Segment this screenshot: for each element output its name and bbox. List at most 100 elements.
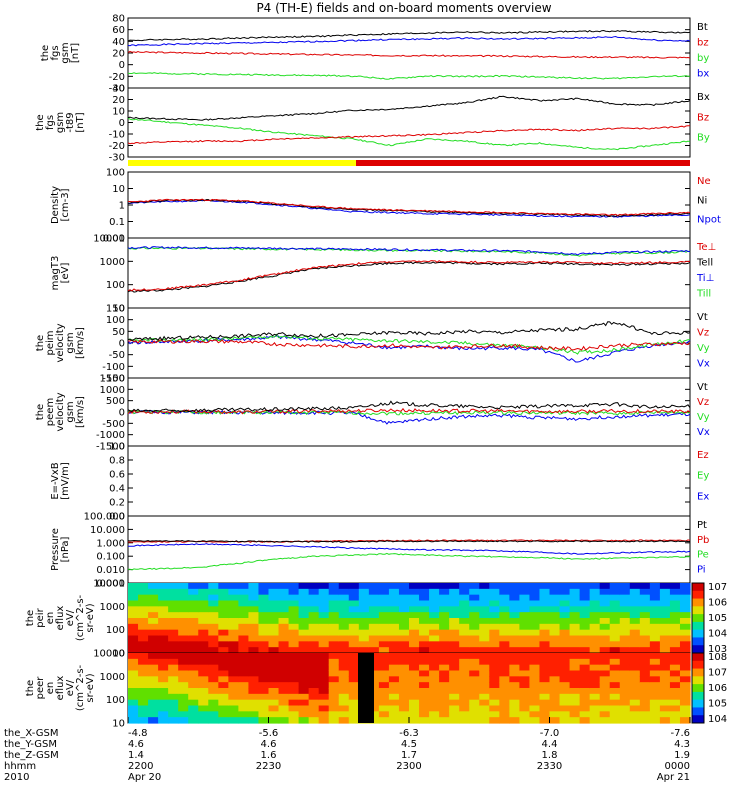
heatmap-cell	[138, 588, 149, 596]
heatmap-cell	[288, 600, 300, 607]
y-axis-label: the peem velocity gsm [km/s]	[35, 392, 86, 431]
heatmap-cell	[308, 693, 320, 701]
heatmap-cell	[168, 641, 179, 648]
series-line-bx	[127, 35, 691, 47]
heatmap-cell	[679, 717, 691, 724]
heatmap-cell	[439, 612, 450, 619]
heatmap-cell	[449, 676, 460, 683]
heatmap-cell	[138, 606, 149, 613]
heatmap-cell	[348, 588, 360, 596]
legend-Vt: Vt	[697, 312, 708, 323]
heatmap-cell	[499, 699, 510, 707]
heatmap-cell	[258, 588, 270, 596]
heatmap-cell	[168, 653, 179, 660]
heatmap-cell	[218, 618, 229, 625]
heatmap-cell	[549, 629, 561, 637]
heatmap-cell	[268, 653, 280, 660]
heatmap-cell	[569, 670, 581, 677]
heatmap-cell	[659, 583, 671, 590]
heatmap-cell	[459, 693, 470, 701]
heatmap-cell	[679, 705, 691, 712]
heatmap-cell	[609, 618, 621, 625]
heatmap-cell	[669, 653, 681, 660]
heatmap-cell	[559, 693, 571, 701]
heatmap-cell	[238, 653, 250, 660]
heatmap-cell	[238, 693, 250, 701]
y-tick-label: 1.0	[109, 442, 125, 453]
heatmap-cell	[378, 583, 390, 590]
heatmap-cell	[479, 612, 490, 619]
heatmap-cell	[348, 664, 360, 672]
heatmap-cell	[238, 600, 250, 607]
heatmap-cell	[148, 635, 159, 642]
heatmap-cell	[238, 717, 250, 724]
heatmap-cell	[138, 711, 149, 718]
colorbar-label: 106	[708, 683, 727, 694]
heatmap-cell	[539, 693, 551, 701]
heatmap-cell	[398, 588, 410, 596]
heatmap-cell	[629, 717, 641, 724]
heatmap-cell	[549, 647, 561, 654]
heatmap-cell	[238, 606, 250, 613]
heatmap-cell	[649, 653, 661, 660]
heatmap-cell	[168, 693, 179, 701]
heatmap-cell	[148, 600, 159, 607]
heatmap-cell	[429, 688, 440, 695]
legend-Ex: Ex	[697, 491, 709, 502]
heatmap-cell	[318, 664, 330, 672]
heatmap-cell	[358, 612, 370, 619]
heatmap-cell	[158, 653, 169, 660]
heatmap-cell	[228, 606, 239, 613]
heatmap-cell	[398, 711, 410, 718]
heatmap-cell	[218, 664, 229, 672]
heatmap-cell	[278, 583, 290, 590]
x-row-label: the_Z-GSM	[4, 750, 59, 761]
heatmap-cell	[529, 699, 541, 707]
heatmap-cell	[419, 635, 430, 642]
heatmap-cell	[639, 682, 651, 689]
heatmap-cell	[318, 647, 330, 654]
heatmap-cell	[519, 658, 531, 666]
heatmap-cell	[599, 670, 611, 677]
heatmap-cell	[669, 647, 681, 654]
heatmap-cell	[248, 647, 260, 654]
heatmap-cell	[348, 699, 360, 707]
colorbar-segment	[692, 590, 704, 600]
heatmap-cell	[409, 623, 420, 631]
heatmap-cell	[338, 682, 350, 689]
heatmap-cell	[429, 583, 440, 590]
y-tick-label: -20	[109, 72, 125, 83]
heatmap-cell	[328, 653, 340, 660]
heatmap-cell	[489, 717, 500, 724]
heatmap-cell	[378, 670, 390, 677]
series-line-Ti⊥	[127, 246, 690, 256]
heatmap-cell	[398, 618, 410, 625]
heatmap-cell	[479, 588, 490, 596]
heatmap-cell	[148, 588, 159, 596]
heatmap-cell	[469, 664, 480, 672]
heatmap-cell	[398, 635, 410, 642]
heatmap-cell	[168, 612, 179, 619]
heatmap-cell	[419, 618, 430, 625]
heatmap-cell	[589, 618, 601, 625]
heatmap-cell	[398, 664, 410, 672]
heatmap-cell	[328, 588, 340, 596]
heatmap-cell	[308, 647, 320, 654]
heatmap-cell	[479, 711, 490, 718]
heatmap-cell	[328, 594, 340, 602]
colorbar-segment	[692, 707, 704, 716]
heatmap-cell	[589, 711, 601, 718]
heatmap-cell	[639, 658, 651, 666]
heatmap-cell	[268, 588, 280, 596]
heatmap-cell	[589, 682, 601, 689]
heatmap-cell	[509, 664, 520, 672]
heatmap-cell	[499, 688, 510, 695]
heatmap-cell	[519, 676, 531, 683]
heatmap-cell	[489, 618, 500, 625]
legend-by: by	[697, 53, 709, 64]
y-tick-label: 1500	[100, 374, 125, 385]
heatmap-cell	[198, 693, 209, 701]
heatmap-cell	[449, 682, 460, 689]
heatmap-cell	[308, 699, 320, 707]
heatmap-cell	[679, 688, 691, 695]
